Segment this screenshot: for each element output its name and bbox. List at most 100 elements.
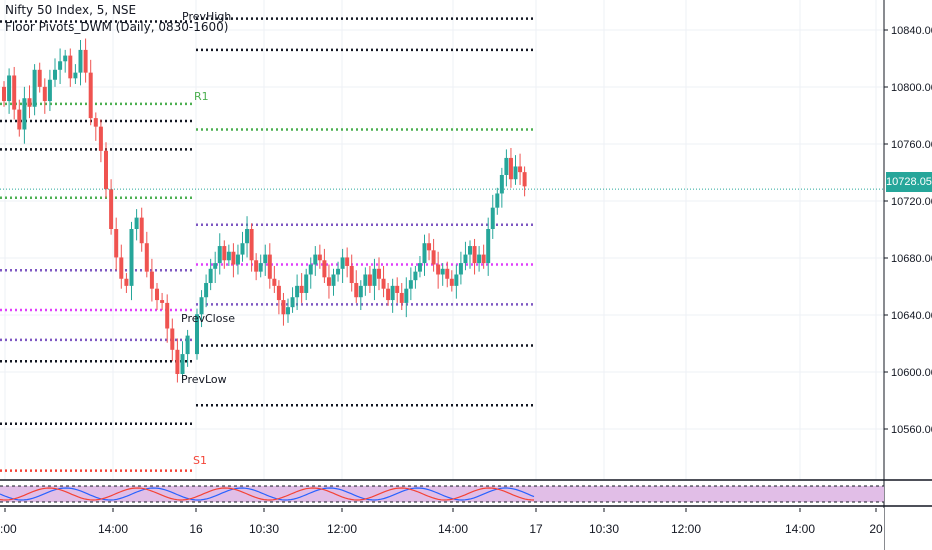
candle-body xyxy=(363,274,368,286)
price-tick-label: 10840.00 xyxy=(891,25,932,37)
candle-body xyxy=(93,118,98,127)
candle-body xyxy=(42,86,47,102)
candle-body xyxy=(185,335,190,355)
price-tick-label: 10720.00 xyxy=(891,196,932,208)
candle-body xyxy=(477,254,482,264)
time-axis[interactable] xyxy=(0,508,884,550)
candle-body xyxy=(499,174,504,194)
candle-body xyxy=(408,280,413,289)
candle-body xyxy=(417,263,422,272)
candle-body xyxy=(27,98,32,107)
candle-body xyxy=(349,265,354,284)
candle-body xyxy=(204,283,209,298)
candle-body xyxy=(340,257,345,269)
candle-body xyxy=(390,285,395,301)
indicator-label[interactable]: Floor Pivots_DWM (Daily, 0830-1600) xyxy=(5,20,229,34)
candle-body xyxy=(399,292,404,303)
candle-body xyxy=(381,278,386,289)
candle-body xyxy=(53,69,57,80)
candle-body xyxy=(449,278,454,286)
candle-body xyxy=(249,229,254,261)
candle-body xyxy=(134,217,139,229)
candle-body xyxy=(245,229,250,244)
candle-body xyxy=(345,257,350,266)
time-tick-label: 14:00 xyxy=(438,522,468,536)
candle-body xyxy=(486,229,491,264)
candle-body xyxy=(88,72,93,119)
candle-body xyxy=(47,79,52,102)
candle-body xyxy=(295,285,300,298)
candle-body xyxy=(481,254,486,264)
candle-body xyxy=(404,288,409,303)
candle-body xyxy=(63,55,68,62)
candle-body xyxy=(139,217,144,244)
candle-body xyxy=(468,246,472,255)
candle-body xyxy=(213,263,218,269)
candle-body xyxy=(199,297,204,315)
time-tick-label: 14:00 xyxy=(98,522,128,536)
candle-body xyxy=(155,288,159,301)
candle-body xyxy=(281,300,286,315)
candle-body xyxy=(267,254,272,279)
candle-body xyxy=(490,207,495,229)
candle-body xyxy=(508,157,513,180)
prev-close-label: PrevClose xyxy=(181,312,235,325)
candle-body xyxy=(445,268,450,279)
candle-body xyxy=(436,264,441,275)
candle-body xyxy=(395,285,400,293)
candle-body xyxy=(463,254,468,264)
price-axis[interactable] xyxy=(884,0,932,550)
time-tick-label: 10:30 xyxy=(589,522,619,536)
candle-body xyxy=(114,229,119,258)
candle-body xyxy=(222,246,227,261)
candle-body xyxy=(495,193,500,208)
s1-label: S1 xyxy=(193,454,207,467)
candle-body xyxy=(175,349,180,374)
chart-title[interactable]: Nifty 50 Index, 5, NSE xyxy=(5,3,137,17)
candle-body xyxy=(358,285,363,298)
candle-body xyxy=(263,254,268,264)
candle-body xyxy=(104,150,108,190)
candle-body xyxy=(354,283,359,298)
candle-body xyxy=(235,254,240,265)
candle-body xyxy=(458,263,463,275)
time-tick-label: 12:00 xyxy=(671,522,701,536)
candle-body xyxy=(231,251,236,265)
candle-body xyxy=(217,246,222,264)
candle-body xyxy=(2,86,6,102)
candle-body xyxy=(513,166,518,180)
candle-body xyxy=(326,277,331,286)
candle-body xyxy=(83,49,88,73)
candle-body xyxy=(160,300,165,303)
candle-body xyxy=(386,288,391,301)
candle-body xyxy=(304,274,309,293)
candle-body xyxy=(431,250,436,265)
candle-body xyxy=(472,246,477,264)
candle-body xyxy=(195,314,199,355)
candle-body xyxy=(7,75,12,102)
candle-body xyxy=(12,75,17,110)
candle-body xyxy=(73,72,78,79)
candle-body xyxy=(317,254,322,261)
candle-body xyxy=(377,268,381,279)
candle-body xyxy=(522,172,527,187)
candle-body xyxy=(313,254,318,265)
candle-body xyxy=(17,109,22,130)
r1-label: R1 xyxy=(194,90,209,103)
price-tick-label: 10800.00 xyxy=(891,82,932,94)
candle-body xyxy=(440,268,445,275)
osc-d-line xyxy=(0,487,535,501)
candle-body xyxy=(165,302,170,329)
candle-body xyxy=(518,166,523,173)
candle-body xyxy=(240,243,245,255)
price-tick-label: 10760.00 xyxy=(891,139,932,151)
time-tick-label: 12:00 xyxy=(327,522,357,536)
candle-body xyxy=(290,297,295,308)
price-tick-label: 10600.00 xyxy=(891,367,932,379)
candle-body xyxy=(129,229,134,286)
candle-body xyxy=(98,126,103,151)
candle-body xyxy=(367,274,372,286)
candle-body xyxy=(454,274,459,286)
